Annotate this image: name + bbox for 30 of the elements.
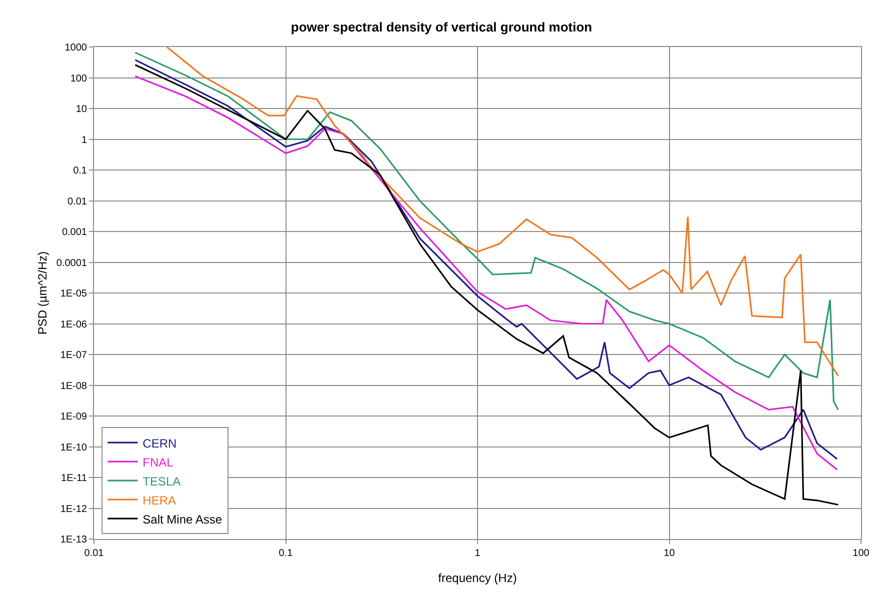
y-tick-label: 0.0001 xyxy=(56,258,88,269)
y-tick-label: 0.01 xyxy=(68,196,88,208)
x-tick-label: 100 xyxy=(852,548,870,559)
y-axis-title: PSD (µm^2/Hz) xyxy=(36,251,50,335)
y-tick-label: 1E-09 xyxy=(60,412,88,422)
x-tick-label: 1 xyxy=(474,548,481,559)
y-tick-label: 10 xyxy=(76,104,88,115)
y-tick-label: 0.001 xyxy=(62,227,88,238)
legend-label: HERA xyxy=(142,493,176,508)
chart-title: power spectral density of vertical ground motion xyxy=(290,19,592,34)
y-tick-label: 1E-06 xyxy=(60,319,88,330)
y-tick-label: 1E-13 xyxy=(60,534,88,546)
y-tick-label: 1000 xyxy=(64,42,88,54)
x-tick-label: 0.1 xyxy=(278,548,294,559)
x-tick-label: 10 xyxy=(664,548,676,559)
y-tick-label: 1E-07 xyxy=(60,350,88,361)
x-axis-title: frequency (Hz) xyxy=(438,570,517,585)
x-tick-label: 0.01 xyxy=(84,548,104,559)
y-tick-label: 1E-10 xyxy=(60,442,88,454)
y-tick-label: 100 xyxy=(70,73,88,84)
y-tick-label: 1E-08 xyxy=(60,380,88,392)
y-tick-label: 1E-11 xyxy=(61,473,88,484)
y-tick-label: 1E-12 xyxy=(60,504,88,515)
legend-label: TESLA xyxy=(142,474,181,488)
legend-label: Salt Mine Asse xyxy=(142,512,222,526)
y-tick-label: 1 xyxy=(81,134,88,146)
legend-label: FNAL xyxy=(142,455,174,470)
legend-label: CERN xyxy=(142,436,177,450)
y-tick-label: 0.1 xyxy=(73,166,88,176)
y-tick-label: 1E-05 xyxy=(60,288,88,300)
